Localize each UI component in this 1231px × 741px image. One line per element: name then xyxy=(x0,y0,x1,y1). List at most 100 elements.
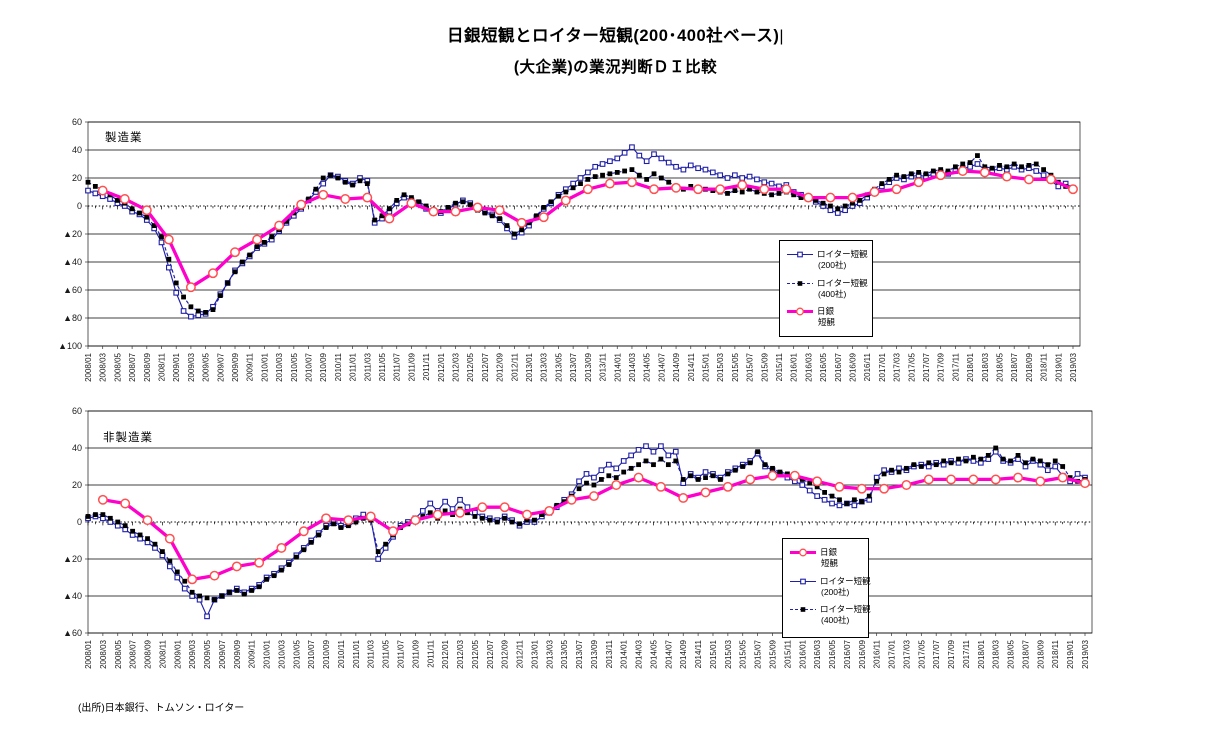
svg-text:2016/09: 2016/09 xyxy=(858,639,867,668)
legend-entry-reuters200: ロイター短観 (200社) xyxy=(790,576,871,596)
svg-text:2014/05: 2014/05 xyxy=(643,352,652,381)
legend-marker-reuters400 xyxy=(790,606,816,612)
legend-entry-reuters400: ロイター短観 (400社) xyxy=(787,278,868,298)
svg-text:40: 40 xyxy=(72,443,82,453)
svg-text:2010/01: 2010/01 xyxy=(263,639,272,668)
svg-text:2011/03: 2011/03 xyxy=(363,352,372,381)
series-reuters-200-markers xyxy=(85,144,1076,320)
svg-text:2012/01: 2012/01 xyxy=(437,352,446,381)
svg-text:▲20: ▲20 xyxy=(63,229,82,239)
svg-text:2010/11: 2010/11 xyxy=(334,352,343,381)
svg-text:2019/03: 2019/03 xyxy=(1069,352,1078,381)
svg-text:2014/03: 2014/03 xyxy=(635,639,644,668)
manufacturing-panel-label: 製造業 xyxy=(105,132,143,144)
svg-text:2012/05: 2012/05 xyxy=(466,352,475,381)
svg-text:2009/03: 2009/03 xyxy=(187,352,196,381)
series-reuters-400-markers xyxy=(85,153,1076,315)
series-reuters-200-line xyxy=(87,146,1074,318)
svg-text:2012/07: 2012/07 xyxy=(481,352,490,381)
svg-text:2012/11: 2012/11 xyxy=(516,639,525,668)
svg-text:2012/03: 2012/03 xyxy=(456,639,465,668)
svg-text:▲100: ▲100 xyxy=(58,341,82,351)
svg-text:▲40: ▲40 xyxy=(63,591,82,601)
svg-text:2013/11: 2013/11 xyxy=(605,639,614,668)
svg-text:2012/05: 2012/05 xyxy=(471,639,480,668)
svg-text:2015/05: 2015/05 xyxy=(731,352,740,381)
svg-text:2015/09: 2015/09 xyxy=(769,639,778,668)
svg-text:2016/11: 2016/11 xyxy=(873,639,882,668)
svg-text:2010/05: 2010/05 xyxy=(292,639,301,668)
svg-text:2011/01: 2011/01 xyxy=(349,352,358,381)
series-reuters-200-line xyxy=(87,445,1086,618)
svg-text:2009/09: 2009/09 xyxy=(231,352,240,381)
svg-text:2011/11: 2011/11 xyxy=(422,352,431,380)
zero-axis xyxy=(87,205,1080,210)
svg-text:2011/05: 2011/05 xyxy=(378,352,387,381)
svg-text:2009/01: 2009/01 xyxy=(173,639,182,668)
svg-text:2010/07: 2010/07 xyxy=(305,352,314,381)
svg-text:2018/09: 2018/09 xyxy=(1036,639,1045,668)
svg-text:2017/09: 2017/09 xyxy=(947,639,956,668)
y-tick-labels: 60 40 20 0 ▲20 ▲40 ▲60 xyxy=(63,406,88,638)
svg-text:2017/03: 2017/03 xyxy=(902,639,911,668)
legend-entry-reuters400: ロイター短観 (400社) xyxy=(790,604,871,625)
svg-text:2013/03: 2013/03 xyxy=(545,639,554,668)
svg-text:2015/09: 2015/09 xyxy=(760,352,769,381)
svg-text:2009/09: 2009/09 xyxy=(233,639,242,668)
svg-text:2013/05: 2013/05 xyxy=(554,352,563,381)
series-boj-markers xyxy=(97,166,1078,293)
svg-text:2009/05: 2009/05 xyxy=(202,352,211,381)
svg-text:2017/05: 2017/05 xyxy=(917,639,926,668)
svg-text:2009/01: 2009/01 xyxy=(172,352,181,381)
svg-text:2015/03: 2015/03 xyxy=(724,639,733,668)
svg-text:2013/07: 2013/07 xyxy=(569,352,578,381)
svg-text:0: 0 xyxy=(77,517,82,527)
svg-text:2016/03: 2016/03 xyxy=(813,639,822,668)
svg-text:2011/01: 2011/01 xyxy=(352,639,361,668)
gridlines xyxy=(88,410,1092,634)
svg-text:2016/05: 2016/05 xyxy=(819,352,828,381)
svg-text:2014/01: 2014/01 xyxy=(613,352,622,381)
legend-marker-boj xyxy=(787,307,813,316)
legend-label: ロイター短観 xyxy=(820,603,871,614)
svg-text:2018/01: 2018/01 xyxy=(977,639,986,668)
svg-text:2016/07: 2016/07 xyxy=(843,639,852,668)
svg-text:2011/05: 2011/05 xyxy=(382,639,391,668)
svg-text:2013/11: 2013/11 xyxy=(599,352,608,381)
svg-text:2016/05: 2016/05 xyxy=(828,639,837,668)
svg-text:2009/11: 2009/11 xyxy=(246,352,255,381)
svg-text:2013/01: 2013/01 xyxy=(525,352,534,381)
svg-text:2010/01: 2010/01 xyxy=(260,352,269,381)
series-reuters-200-markers xyxy=(85,443,1088,620)
series-reuters-400-line xyxy=(87,447,1086,601)
plot-border xyxy=(87,121,1081,347)
svg-text:2014/11: 2014/11 xyxy=(694,639,703,668)
svg-text:▲20: ▲20 xyxy=(63,554,82,564)
svg-text:2011/09: 2011/09 xyxy=(411,639,420,668)
svg-text:2018/07: 2018/07 xyxy=(1010,352,1019,381)
svg-text:▲40: ▲40 xyxy=(63,257,82,267)
svg-text:▲80: ▲80 xyxy=(63,313,82,323)
svg-text:2008/07: 2008/07 xyxy=(128,352,137,381)
svg-text:2008/11: 2008/11 xyxy=(158,639,167,668)
legend-label: 日銀 xyxy=(817,305,835,316)
source-note: (出所)日本銀行、トムソン・ロイター xyxy=(78,703,245,714)
svg-text:2017/07: 2017/07 xyxy=(922,352,931,381)
legend-entry-reuters200: ロイター短観 (200社) xyxy=(787,250,868,270)
svg-text:2017/11: 2017/11 xyxy=(962,639,971,668)
svg-text:2018/09: 2018/09 xyxy=(1025,352,1034,381)
svg-text:▲60: ▲60 xyxy=(63,285,82,295)
svg-text:2018/05: 2018/05 xyxy=(995,352,1004,381)
svg-text:2018/11: 2018/11 xyxy=(1040,352,1049,381)
svg-text:2017/01: 2017/01 xyxy=(888,639,897,668)
legend-entry-boj: 日銀 短観 xyxy=(790,548,864,568)
svg-text:2013/07: 2013/07 xyxy=(575,639,584,668)
y-tick-labels: 60 40 20 0 ▲20 ▲40 ▲60 ▲80 ▲100 xyxy=(58,117,88,351)
svg-text:2012/11: 2012/11 xyxy=(510,352,519,381)
legend-sublabel: (200社) xyxy=(818,260,847,271)
svg-text:2016/07: 2016/07 xyxy=(834,352,843,381)
svg-text:2008/07: 2008/07 xyxy=(129,639,138,668)
series-boj-markers xyxy=(97,470,1090,585)
